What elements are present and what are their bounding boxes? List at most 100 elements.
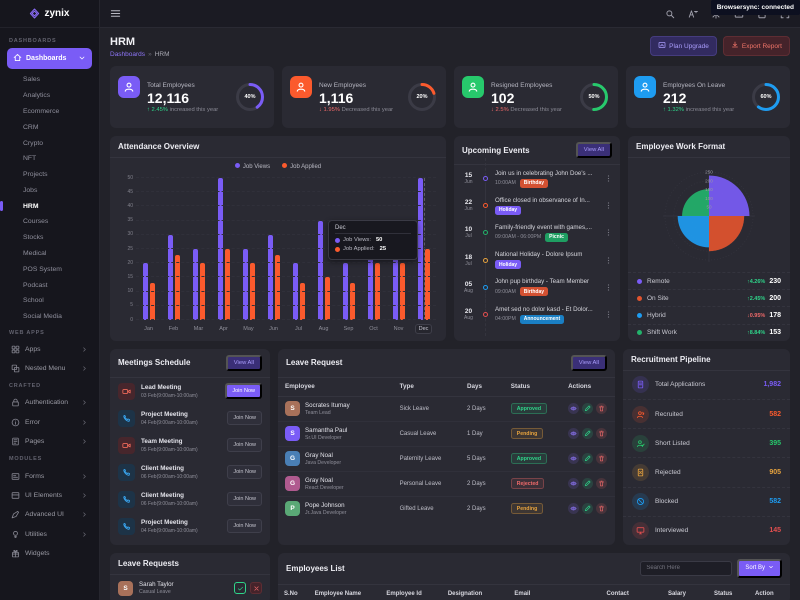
employees-search-input[interactable]: [640, 560, 733, 576]
sidebar-item-utilities[interactable]: Utilities: [7, 525, 92, 544]
header-buttons: Plan Upgrade Export Report: [650, 36, 790, 56]
sidebar-item-pages[interactable]: Pages: [7, 432, 92, 451]
dots-menu-icon[interactable]: [604, 228, 613, 237]
delete-button[interactable]: [596, 453, 608, 465]
event-time: 04:00PM: [495, 316, 516, 323]
delete-button[interactable]: [596, 428, 608, 440]
event-row-join-us-in-c: 15 Jun Join us in celebrating John Doe's .…: [454, 157, 620, 200]
delete-button[interactable]: [596, 503, 608, 515]
delete-button[interactable]: [596, 478, 608, 490]
sidebar-item-sales[interactable]: Sales: [23, 76, 41, 84]
sidebar-item-analytics[interactable]: Analytics: [23, 92, 51, 100]
bar-group-mar: [186, 178, 211, 320]
sidebar-item-nested-menu[interactable]: Nested Menu: [7, 359, 92, 378]
sidebar-item-advanced-ui[interactable]: Advanced UI: [7, 505, 92, 524]
dots-menu-icon[interactable]: [604, 310, 613, 319]
dots-menu-icon[interactable]: [604, 201, 613, 210]
event-body: Amet sed no dolor kasd - Et Dolor... 04:0…: [495, 306, 599, 324]
bar-job-applied: [174, 254, 180, 320]
join-now-button[interactable]: Join Now: [227, 492, 262, 507]
sidebar-item-projects[interactable]: Projects: [23, 171, 48, 179]
x-label-may: May: [243, 326, 254, 332]
gridline: [136, 290, 436, 292]
sidebar-item-error[interactable]: Error: [7, 413, 92, 432]
join-now-button[interactable]: Join Now: [227, 519, 262, 534]
sidebar-item-widgets[interactable]: Widgets: [7, 544, 92, 563]
edit-button[interactable]: [582, 503, 594, 515]
dots-menu-icon[interactable]: [604, 283, 613, 292]
bar-job-applied: [424, 249, 430, 320]
y-tick-label: 50: [127, 174, 133, 181]
pipeline-row-rejected: Rejected 905: [623, 457, 790, 486]
sidebar-item-nft[interactable]: NFT: [23, 155, 37, 163]
sidebar-item-ui-elements[interactable]: UI Elements: [7, 486, 92, 505]
actions-cell: [561, 421, 615, 447]
gridline: [136, 276, 436, 278]
menu-toggle-icon[interactable]: [110, 8, 121, 19]
events-view-all-button[interactable]: View All: [575, 142, 612, 158]
employees-title: Employees List: [286, 563, 345, 573]
sidebar-item-ecommerce[interactable]: Ecommerce: [23, 107, 60, 115]
edit-button[interactable]: [582, 428, 594, 440]
approve-button[interactable]: [234, 582, 246, 595]
sidebar-item-courses[interactable]: Courses: [23, 218, 49, 226]
edit-button[interactable]: [582, 403, 594, 415]
join-now-button[interactable]: Join Now: [227, 438, 262, 453]
sidebar-item-jobs[interactable]: Jobs: [23, 186, 38, 194]
view-button[interactable]: [568, 453, 580, 465]
reject-button[interactable]: [250, 582, 262, 595]
view-button[interactable]: [568, 503, 580, 515]
translate-icon[interactable]: [688, 9, 698, 19]
sidebar-item-stocks[interactable]: Stocks: [23, 234, 44, 242]
stat-label: New Employees: [319, 81, 366, 89]
sidebar-item-medical[interactable]: Medical: [23, 249, 47, 257]
view-button[interactable]: [568, 428, 580, 440]
avatar: S: [285, 401, 300, 417]
sidebar-item-school[interactable]: School: [23, 297, 44, 305]
meeting-time: 03 Feb(9:00am-10:00am): [141, 392, 198, 399]
meeting-body: Project Meeting 04 Feb(9:00am-10:00am): [141, 519, 221, 534]
search-icon[interactable]: [665, 9, 675, 19]
dots-menu-icon[interactable]: [604, 256, 613, 265]
sidebar-item-authentication[interactable]: Authentication: [7, 393, 92, 412]
sidebar-item-forms[interactable]: Forms: [7, 466, 92, 485]
events-list: 15 Jun Join us in celebrating John Doe's .…: [454, 157, 620, 336]
gridline: [136, 219, 436, 221]
stat-body: New Employees 1,116 ↓ 1.95% Decreased this…: [319, 82, 399, 113]
edit-button[interactable]: [582, 478, 594, 490]
meetings-view-all-button[interactable]: View All: [225, 354, 262, 371]
sidebar-item-pos-system[interactable]: POS System: [23, 265, 62, 273]
ui-icon: [11, 491, 20, 500]
leave-request-view-all-button[interactable]: View All: [570, 354, 607, 371]
sidebar-item-podcast[interactable]: Podcast: [23, 281, 48, 289]
leave-mini-row-sarah-taylor: S Sarah Taylor Casual Leave: [110, 575, 270, 600]
join-now-button[interactable]: Join Now: [227, 411, 262, 426]
sidebar-dashboards-button[interactable]: Dashboards: [7, 48, 92, 69]
breadcrumb-dashboards[interactable]: Dashboards: [110, 51, 146, 58]
dots-menu-icon[interactable]: [604, 174, 613, 183]
sidebar-item-crm[interactable]: CRM: [23, 123, 39, 131]
view-button[interactable]: [568, 403, 580, 415]
view-button[interactable]: [568, 478, 580, 490]
page-header: HRM Dashboards» HRM Plan Upgrade Export R…: [110, 36, 790, 58]
delete-button[interactable]: [596, 403, 608, 415]
meeting-title: Project Meeting: [141, 411, 188, 418]
bar-group-jun: [261, 178, 286, 320]
logo[interactable]: zynix: [0, 0, 99, 28]
plan-upgrade-button[interactable]: Plan Upgrade: [650, 36, 717, 56]
sidebar-item-social-media[interactable]: Social Media: [23, 313, 62, 321]
edit-button[interactable]: [582, 453, 594, 465]
join-now-button[interactable]: Join Now: [225, 383, 262, 400]
sidebar-item-apps[interactable]: Apps: [7, 340, 92, 359]
event-row-amet-sed-no-: 20 Aug Amet sed no dolor kasd - Et Dolor..…: [454, 293, 620, 336]
slash-icon: [632, 493, 649, 511]
bar-job-applied: [299, 283, 305, 320]
employee-text: Sarah Taylor Casual Leave: [139, 581, 174, 596]
sort-by-button[interactable]: Sort By: [737, 558, 782, 578]
sidebar-item-crypto[interactable]: Crypto: [23, 139, 44, 147]
export-report-button[interactable]: Export Report: [722, 36, 790, 56]
chevron-right-icon: [81, 511, 88, 518]
work-format-values: ↑4.26% 230: [746, 277, 781, 285]
join-now-button[interactable]: Join Now: [227, 465, 262, 480]
sidebar-item-hrm[interactable]: HRM: [0, 198, 92, 214]
